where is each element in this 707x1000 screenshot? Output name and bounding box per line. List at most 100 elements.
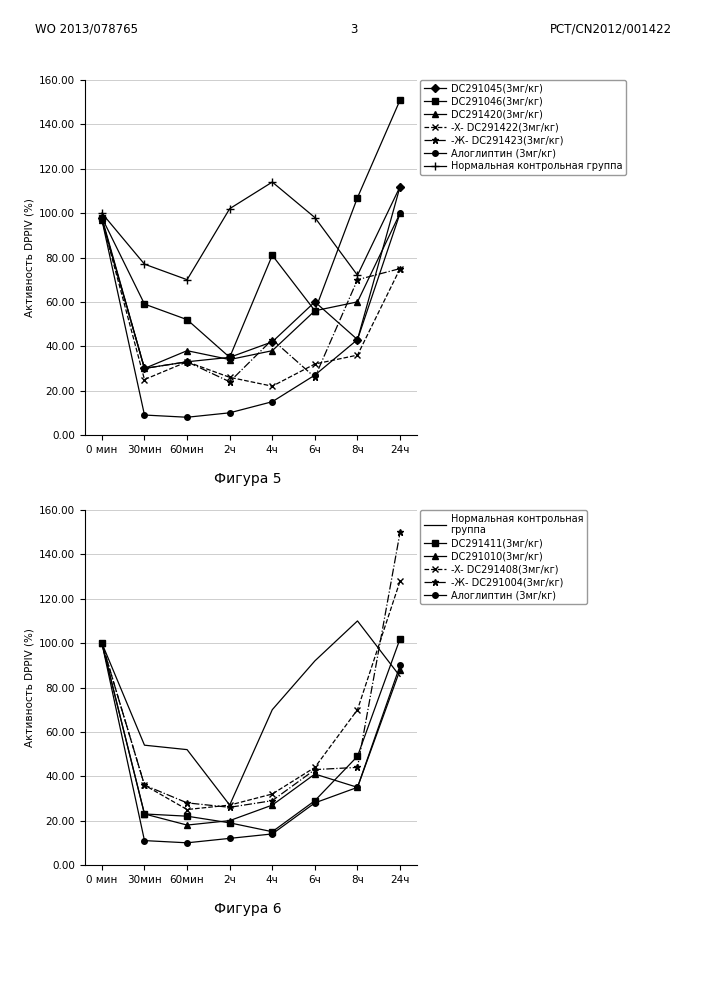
DC291046(3мг/кг): [268, 249, 276, 261]
Line: DC291045(3мг/кг): DC291045(3мг/кг): [99, 184, 403, 371]
-X- DC291422(3мг/кг): [226, 371, 234, 383]
DC291010(3мг/кг): [310, 768, 319, 780]
Line: DC291411(3мг/кг): DC291411(3мг/кг): [99, 636, 403, 834]
DC291411(3мг/кг): [310, 795, 319, 807]
Алоглиптин (3мг/кг): [310, 797, 319, 809]
DC291420(3мг/кг): [226, 354, 234, 366]
Нормальная контрольная
группа: [226, 799, 234, 811]
-X- DC291408(3мг/кг): [183, 804, 192, 816]
Алоглиптин (3мг/кг): [183, 411, 192, 423]
-X- DC291422(3мг/кг): [140, 374, 148, 386]
-Ж- DC291004(3мг/кг): [354, 761, 362, 773]
Line: Алоглиптин (3мг/кг): Алоглиптин (3мг/кг): [99, 210, 403, 420]
DC291411(3мг/кг): [354, 750, 362, 762]
Text: 3: 3: [350, 23, 357, 36]
DC291045(3мг/кг): [183, 356, 192, 368]
Нормальная контрольная
группа: [268, 704, 276, 716]
DC291411(3мг/кг): [396, 633, 404, 645]
Алоглиптин (3мг/кг): [354, 334, 362, 346]
DC291420(3мг/кг): [354, 296, 362, 308]
Line: Нормальная контрольная группа: Нормальная контрольная группа: [98, 178, 404, 284]
Line: DC291010(3мг/кг): DC291010(3мг/кг): [99, 640, 403, 828]
-Ж- DC291004(3мг/кг): [310, 764, 319, 776]
Алоглиптин (3мг/кг): [396, 659, 404, 671]
-Ж- DC291004(3мг/кг): [226, 801, 234, 813]
DC291411(3мг/кг): [140, 808, 148, 820]
Line: DC291420(3мг/кг): DC291420(3мг/кг): [99, 210, 403, 371]
-Ж- DC291423(3мг/кг): [98, 214, 106, 226]
Алоглиптин (3мг/кг): [98, 637, 106, 649]
Нормальная контрольная группа: [310, 212, 319, 224]
DC291411(3мг/кг): [183, 810, 192, 822]
Алоглиптин (3мг/кг): [396, 207, 404, 219]
-X- DC291408(3мг/кг): [226, 799, 234, 811]
-X- DC291422(3мг/кг): [396, 263, 404, 275]
Legend: DC291045(3мг/кг), DC291046(3мг/кг), DC291420(3мг/кг), -X- DC291422(3мг/кг), -Ж- : DC291045(3мг/кг), DC291046(3мг/кг), DC29…: [421, 80, 626, 175]
Алоглиптин (3мг/кг): [226, 407, 234, 419]
Legend: Нормальная контрольная
группа, DC291411(3мг/кг), DC291010(3мг/кг), -X- DC291408(: Нормальная контрольная группа, DC291411(…: [421, 510, 587, 604]
DC291010(3мг/кг): [396, 664, 404, 676]
-Ж- DC291423(3мг/кг): [354, 274, 362, 286]
-Ж- DC291423(3мг/кг): [396, 263, 404, 275]
Алоглиптин (3мг/кг): [268, 396, 276, 408]
DC291045(3мг/кг): [354, 334, 362, 346]
Text: Фигура 5: Фигура 5: [214, 472, 281, 486]
DC291010(3мг/кг): [140, 808, 148, 820]
Line: -Ж- DC291423(3мг/кг): -Ж- DC291423(3мг/кг): [98, 216, 404, 385]
DC291420(3мг/кг): [396, 207, 404, 219]
Алоглиптин (3мг/кг): [354, 781, 362, 793]
Нормальная контрольная группа: [396, 180, 404, 192]
DC291010(3мг/кг): [354, 781, 362, 793]
-X- DC291408(3мг/кг): [268, 788, 276, 800]
Text: Фигура 6: Фигура 6: [214, 902, 281, 916]
Нормальная контрольная
группа: [310, 655, 319, 667]
DC291045(3мг/кг): [226, 351, 234, 363]
-X- DC291408(3мг/кг): [310, 761, 319, 773]
Line: Нормальная контрольная
группа: Нормальная контрольная группа: [102, 621, 400, 805]
-X- DC291422(3мг/кг): [98, 214, 106, 226]
DC291411(3мг/кг): [268, 826, 276, 838]
Line: -Ж- DC291004(3мг/кг): -Ж- DC291004(3мг/кг): [98, 529, 404, 811]
DC291420(3мг/кг): [140, 362, 148, 374]
Алоглиптин (3мг/кг): [310, 369, 319, 381]
Нормальная контрольная
группа: [140, 739, 148, 751]
Y-axis label: Активность DPPIV (%): Активность DPPIV (%): [25, 198, 35, 317]
-Ж- DC291423(3мг/кг): [268, 334, 276, 346]
DC291046(3мг/кг): [354, 192, 362, 204]
-X- DC291408(3мг/кг): [98, 637, 106, 649]
-X- DC291408(3мг/кг): [354, 704, 362, 716]
DC291045(3мг/кг): [310, 296, 319, 308]
DC291046(3мг/кг): [226, 351, 234, 363]
Text: WO 2013/078765: WO 2013/078765: [35, 23, 139, 36]
DC291010(3мг/кг): [268, 799, 276, 811]
Line: Алоглиптин (3мг/кг): Алоглиптин (3мг/кг): [99, 640, 403, 846]
DC291420(3мг/кг): [183, 345, 192, 357]
DC291045(3мг/кг): [140, 362, 148, 374]
Алоглиптин (3мг/кг): [226, 832, 234, 844]
Нормальная контрольная
группа: [98, 637, 106, 649]
-Ж- DC291423(3мг/кг): [140, 362, 148, 374]
Нормальная контрольная группа: [226, 203, 234, 215]
DC291045(3мг/кг): [268, 336, 276, 348]
DC291010(3мг/кг): [183, 819, 192, 831]
Text: PCT/CN2012/001422: PCT/CN2012/001422: [549, 23, 672, 36]
Нормальная контрольная группа: [140, 258, 148, 270]
Нормальная контрольная группа: [354, 269, 362, 281]
DC291046(3мг/кг): [310, 305, 319, 317]
Line: DC291046(3мг/кг): DC291046(3мг/кг): [99, 97, 403, 360]
-Ж- DC291004(3мг/кг): [268, 795, 276, 807]
Алоглиптин (3мг/кг): [183, 837, 192, 849]
Line: -X- DC291422(3мг/кг): -X- DC291422(3мг/кг): [98, 216, 404, 390]
Нормальная контрольная группа: [268, 176, 276, 188]
Нормальная контрольная
группа: [396, 670, 404, 682]
DC291046(3мг/кг): [98, 212, 106, 224]
Нормальная контрольная группа: [183, 274, 192, 286]
DC291045(3мг/кг): [98, 212, 106, 224]
-X- DC291422(3мг/кг): [310, 358, 319, 370]
-Ж- DC291423(3мг/кг): [226, 376, 234, 388]
-Ж- DC291423(3мг/кг): [310, 371, 319, 383]
Алоглиптин (3мг/кг): [268, 828, 276, 840]
Алоглиптин (3мг/кг): [140, 835, 148, 847]
-Ж- DC291004(3мг/кг): [98, 637, 106, 649]
Нормальная контрольная группа: [98, 207, 106, 219]
